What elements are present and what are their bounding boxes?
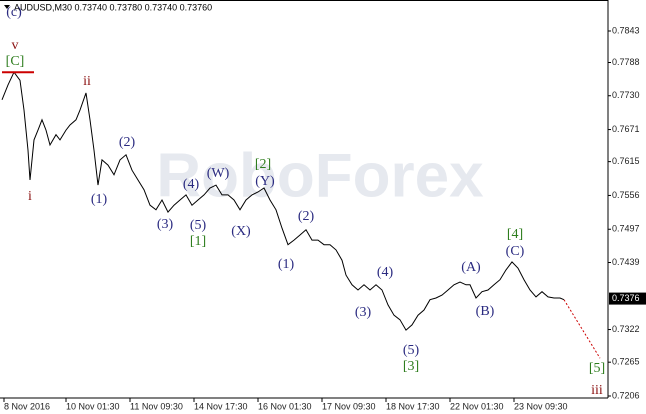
- last-price-label: 0.7376: [612, 293, 640, 303]
- x-tick-label: 23 Nov 09:30: [514, 401, 568, 411]
- price-line: [1, 71, 565, 331]
- wave-label: (2): [298, 209, 315, 224]
- wave-label: [3]: [403, 359, 419, 374]
- x-tick-label: 10 Nov 01:30: [66, 401, 120, 411]
- wave-label: (5): [403, 343, 420, 358]
- y-tick-label: 0.7730: [612, 90, 640, 100]
- wave-label: iii: [591, 383, 603, 398]
- y-tick-label: 0.7206: [612, 390, 640, 400]
- y-tick-label: 0.7843: [612, 25, 640, 35]
- wave-label: i: [28, 189, 32, 204]
- wave-label: (4): [377, 265, 394, 280]
- wave-label: ii: [83, 74, 91, 89]
- wave-label: [4]: [507, 227, 523, 242]
- wave-label: [2]: [255, 157, 271, 172]
- wave-label: (C): [506, 244, 525, 259]
- last-price-box: [609, 292, 646, 305]
- x-tick-label: 18 Nov 17:30: [386, 401, 440, 411]
- wave-label: (X): [231, 224, 251, 239]
- wave-label: (c): [6, 5, 22, 20]
- x-tick-label: 22 Nov 01:30: [450, 401, 504, 411]
- wave-label: (W): [207, 166, 230, 181]
- projection-line: [563, 299, 601, 359]
- wave-label: (1): [91, 192, 108, 207]
- watermark: RoboForex: [156, 141, 484, 210]
- wave-label: (1): [278, 257, 295, 272]
- wave-label: (5): [190, 218, 207, 233]
- x-tick-label: 8 Nov 2016: [4, 401, 50, 411]
- wave-label: (Y): [255, 174, 275, 189]
- x-tick-label: 14 Nov 17:30: [194, 401, 248, 411]
- y-tick-label: 0.7615: [612, 156, 640, 166]
- wave-label: (3): [355, 305, 372, 320]
- wave-label: (3): [157, 217, 174, 232]
- wave-label: (A): [461, 260, 481, 275]
- y-tick-label: 0.7265: [612, 357, 640, 367]
- wave-label: (2): [119, 135, 136, 150]
- wave-label: [5]: [589, 361, 605, 376]
- x-tick-label: 16 Nov 01:30: [258, 401, 312, 411]
- wave-label: (B): [476, 304, 495, 319]
- wave-label: [1]: [190, 234, 206, 249]
- wave-label: (4): [183, 177, 200, 192]
- y-tick-label: 0.7671: [612, 124, 640, 134]
- y-tick-label: 0.7497: [612, 224, 640, 234]
- x-tick-label: 17 Nov 09:30: [322, 401, 376, 411]
- y-tick-label: 0.7556: [612, 190, 640, 200]
- chart-title: AUDUSD,M30 0.73740 0.73780 0.73740 0.737…: [14, 2, 212, 12]
- title-arrow: [4, 5, 10, 9]
- y-tick-label: 0.7322: [612, 324, 640, 334]
- y-tick-label: 0.7788: [612, 57, 640, 67]
- wave-label: [C]: [6, 54, 25, 69]
- y-tick-label: 0.7439: [612, 257, 640, 267]
- wave-label: v: [12, 38, 19, 53]
- x-tick-label: 11 Nov 09:30: [130, 401, 183, 411]
